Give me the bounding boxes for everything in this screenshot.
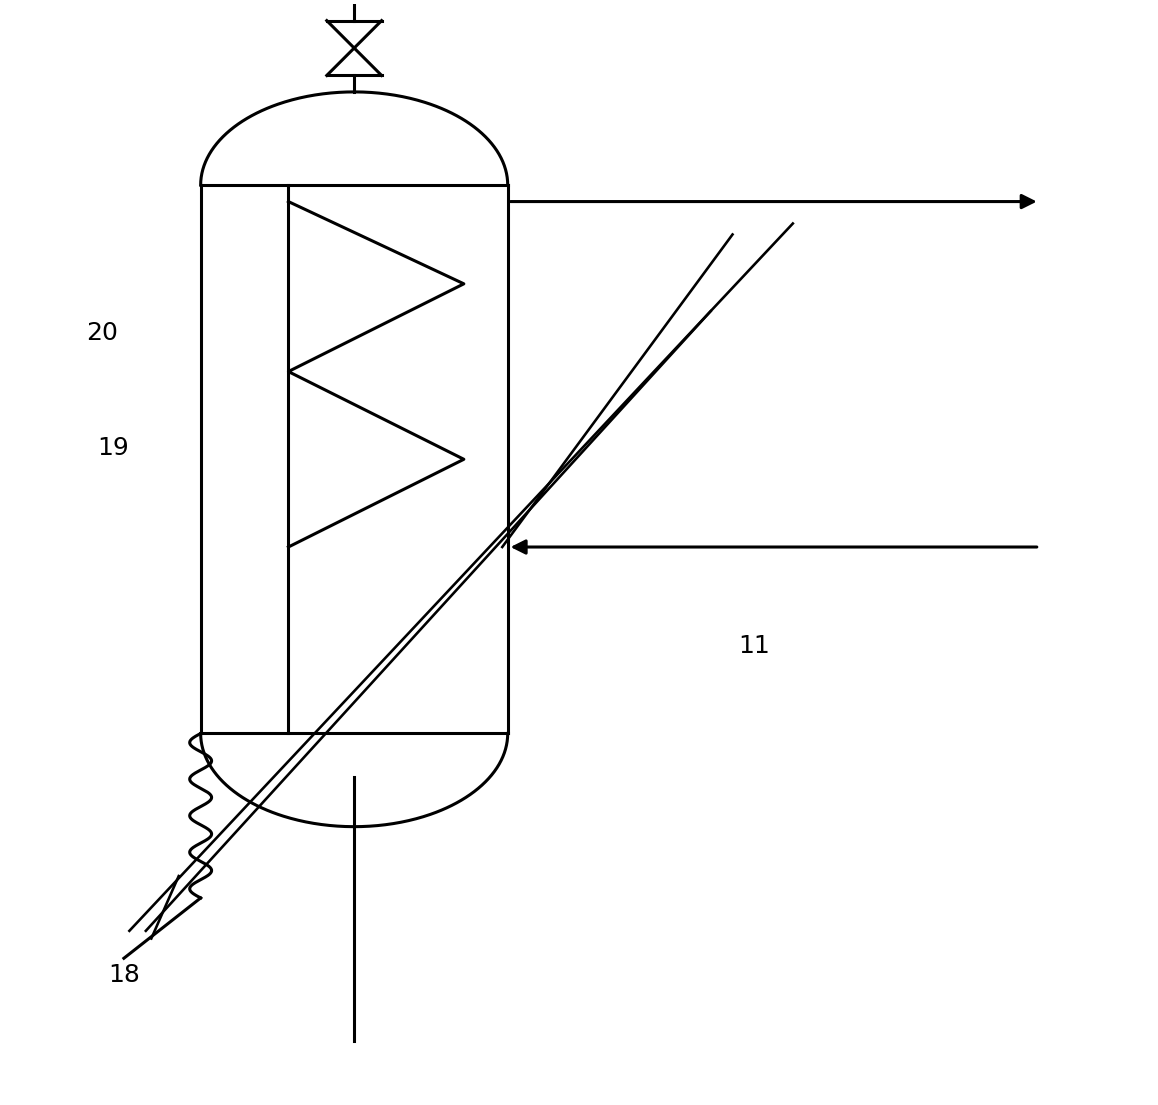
Text: 19: 19: [97, 436, 129, 461]
Text: 11: 11: [739, 633, 770, 657]
Text: 18: 18: [108, 962, 140, 987]
Text: 20: 20: [86, 322, 118, 345]
